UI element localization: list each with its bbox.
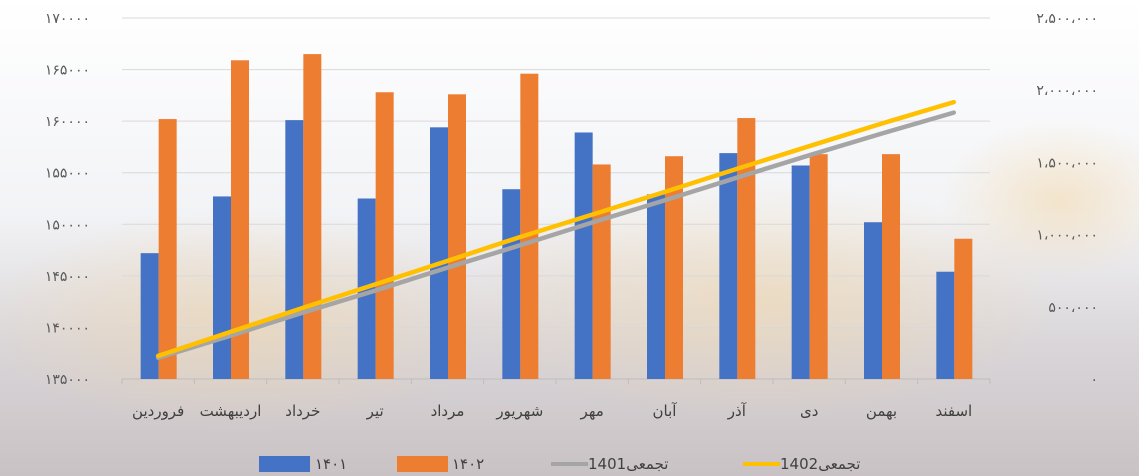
right-tick-label: ۵۰۰،۰۰۰ xyxy=(1048,300,1098,316)
right-axis-ticks: ۰ ۵۰۰،۰۰۰ ۱،۰۰۰،۰۰۰ ۱،۵۰۰،۰۰۰ ۲،۰۰۰،۰۰۰ ۲،۵۰۰… xyxy=(1036,11,1098,388)
bars xyxy=(140,54,973,380)
bar-۱۴۰۱ xyxy=(140,253,159,379)
bar-۱۴۰۲ xyxy=(231,60,249,379)
left-tick-label: ۱۷۰۰۰۰ xyxy=(45,11,90,27)
gridlines xyxy=(121,17,991,384)
legend-swatch-۱۴۰۱ xyxy=(259,456,310,472)
legend-label-۱۴۰۱: ۱۴۰۱ xyxy=(315,455,347,473)
x-tick-label: فروردین xyxy=(132,402,184,420)
x-tick-label: اردیبهشت xyxy=(200,402,262,420)
x-tick-label: اسفند xyxy=(935,402,972,420)
left-tick-label: ۱۴۵۰۰۰ xyxy=(45,269,90,285)
bar-۱۴۰۱ xyxy=(574,132,593,379)
legend: ۱۴۰۱ ۱۴۰۲ تجمعی1401 تجمعی1402 xyxy=(259,455,860,473)
bar-۱۴۰۲ xyxy=(882,154,900,379)
bar-۱۴۰۱ xyxy=(502,189,521,379)
cumulative-lines xyxy=(155,99,957,361)
legend-label-تجمعی1401: تجمعی1401 xyxy=(588,455,668,473)
x-tick-label: بهمن xyxy=(866,402,897,420)
bar-۱۴۰۲ xyxy=(809,154,828,379)
x-tick-label: آبان xyxy=(653,402,678,420)
bar-۱۴۰۲ xyxy=(954,238,973,379)
right-tick-label: ۱،۵۰۰،۰۰۰ xyxy=(1036,155,1098,171)
left-axis-ticks: ۱۳۵۰۰۰ ۱۴۰۰۰۰ ۱۴۵۰۰۰ ۱۵۰۰۰۰ ۱۵۵۰۰۰ ۱۶۰۰۰۰ ۱۶۵۰… xyxy=(45,11,90,388)
bar-۱۴۰۱ xyxy=(791,165,810,379)
x-tick-label: مهر xyxy=(580,402,604,420)
bar-۱۴۰۲ xyxy=(375,92,394,380)
left-tick-label: ۱۶۰۰۰۰ xyxy=(45,114,90,130)
x-tick-label: خرداد xyxy=(285,402,320,420)
left-tick-label: ۱۵۰۰۰۰ xyxy=(45,217,90,233)
left-tick-label: ۱۴۰۰۰۰ xyxy=(45,320,90,336)
bar-۱۴۰۲ xyxy=(665,156,683,379)
x-tick-label: دی xyxy=(800,402,818,420)
left-tick-label: ۱۳۵۰۰۰ xyxy=(45,372,90,388)
left-tick-label: ۱۵۵۰۰۰ xyxy=(45,166,90,182)
bar-۱۴۰۲ xyxy=(737,118,756,379)
bar-۱۴۰۱ xyxy=(285,120,304,380)
bar-۱۴۰۱ xyxy=(647,194,665,379)
bar-۱۴۰۱ xyxy=(936,271,955,379)
x-tick-label: شهریور xyxy=(495,402,543,420)
x-tick-label: تیر xyxy=(366,402,384,420)
line-تجمعی1401 xyxy=(155,110,957,361)
legend-label-تجمعی1402: تجمعی1402 xyxy=(780,455,860,473)
bar-۱۴۰۲ xyxy=(520,73,539,379)
x-tick-label: آذر xyxy=(727,402,747,420)
right-tick-label: ۱،۰۰۰،۰۰۰ xyxy=(1036,228,1098,244)
legend-swatch-۱۴۰۲ xyxy=(397,456,448,472)
bar-۱۴۰۲ xyxy=(158,119,177,379)
left-tick-label: ۱۶۵۰۰۰ xyxy=(45,63,90,79)
x-axis-labels: فروردین اردیبهشت خرداد تیر مرداد شهریور مهر آبا… xyxy=(132,402,972,420)
bar-۱۴۰۱ xyxy=(864,222,882,379)
right-tick-label: ۲،۰۰۰،۰۰۰ xyxy=(1036,83,1098,99)
x-tick-label: مرداد xyxy=(431,402,465,420)
line-تجمعی1402 xyxy=(155,99,957,359)
legend-label-۱۴۰۲: ۱۴۰۲ xyxy=(452,455,484,473)
bar-۱۴۰۱ xyxy=(719,153,738,379)
right-tick-label: ۰ xyxy=(1090,372,1098,388)
bar-۱۴۰۱ xyxy=(430,127,448,380)
bar-۱۴۰۲ xyxy=(303,54,322,379)
right-tick-label: ۲،۵۰۰،۰۰۰ xyxy=(1036,11,1098,27)
bar-۱۴۰۲ xyxy=(448,94,466,379)
bar-۱۴۰۱ xyxy=(213,196,231,379)
bar-۱۴۰۲ xyxy=(592,164,611,379)
